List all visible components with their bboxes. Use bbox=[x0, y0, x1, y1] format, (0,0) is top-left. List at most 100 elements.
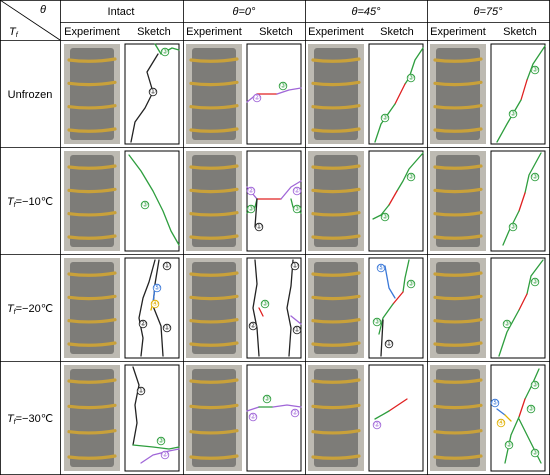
sub-header-experiment: Experiment bbox=[64, 26, 120, 38]
crack-line bbox=[140, 448, 180, 464]
crack-line bbox=[272, 404, 302, 408]
crack-marker: ③ bbox=[530, 173, 540, 182]
specimen-photo bbox=[308, 258, 364, 358]
svg-text:③: ③ bbox=[248, 205, 254, 213]
sub-header-experiment: Experiment bbox=[308, 26, 364, 38]
crack-line bbox=[384, 265, 396, 299]
crack-marker: ③ bbox=[380, 213, 390, 222]
crack-line bbox=[388, 190, 398, 206]
svg-text:③: ③ bbox=[382, 114, 388, 122]
svg-text:③: ③ bbox=[504, 320, 510, 328]
crack-marker: ① bbox=[254, 223, 264, 232]
crack-line bbox=[380, 319, 384, 357]
specimen-photo bbox=[64, 258, 120, 358]
specimen-photo bbox=[308, 365, 364, 471]
sub-header-experiment: Experiment bbox=[186, 26, 242, 38]
crack-line bbox=[252, 259, 260, 357]
sketch-box bbox=[368, 257, 424, 359]
specimen-photo bbox=[430, 151, 486, 251]
crack-line bbox=[396, 152, 424, 192]
svg-text:①: ① bbox=[164, 262, 170, 270]
row-label-tf-minus-10: Tf=−10℃ bbox=[7, 196, 53, 209]
sub-header-sketch: Sketch bbox=[259, 26, 293, 38]
svg-text:③: ③ bbox=[510, 223, 516, 231]
crack-line bbox=[392, 291, 404, 305]
svg-text:③: ③ bbox=[382, 213, 388, 221]
crack-marker: ② bbox=[252, 94, 262, 103]
svg-text:③: ③ bbox=[528, 405, 534, 413]
crack-line bbox=[496, 99, 522, 143]
svg-text:③: ③ bbox=[532, 173, 538, 181]
svg-text:③: ③ bbox=[158, 437, 164, 445]
svg-text:③: ③ bbox=[532, 278, 538, 286]
group-header-theta-45: θ=45° bbox=[351, 6, 381, 18]
svg-text:①: ① bbox=[138, 387, 144, 395]
crack-line bbox=[132, 444, 180, 450]
svg-text:②: ② bbox=[292, 409, 298, 417]
sketch-box bbox=[124, 364, 180, 472]
crack-marker: ③ bbox=[140, 201, 150, 210]
svg-text:①: ① bbox=[256, 223, 262, 231]
crack-line bbox=[286, 259, 294, 357]
svg-text:②: ② bbox=[250, 322, 256, 330]
row-label-tf-minus-30: Tf=−30℃ bbox=[7, 413, 53, 426]
crack-marker: ① bbox=[162, 262, 172, 271]
specimen-photo bbox=[430, 44, 486, 144]
crack-line bbox=[374, 103, 396, 143]
svg-text:②: ② bbox=[294, 187, 300, 195]
crack-line bbox=[128, 154, 180, 246]
crack-line bbox=[524, 368, 540, 400]
specimen-photo bbox=[186, 44, 242, 144]
sketch-box bbox=[490, 257, 546, 359]
crack-line bbox=[290, 315, 302, 325]
crack-marker: ② bbox=[248, 322, 258, 331]
tf-header-label: Tf bbox=[9, 26, 19, 39]
sketch-box bbox=[246, 257, 302, 359]
svg-text:③: ③ bbox=[532, 66, 538, 74]
crack-marker: ③ bbox=[406, 280, 416, 289]
crack-line bbox=[526, 259, 544, 295]
crack-marker: ③ bbox=[508, 110, 518, 119]
experiment-photos bbox=[64, 44, 486, 471]
crack-line bbox=[246, 406, 260, 412]
svg-text:①: ① bbox=[164, 324, 170, 332]
crack-line bbox=[138, 259, 156, 357]
crack-markers: ③ ① ③ ② ③ ③ ③ ③ ③ ② ② ③ ③ ① ③ ③ ③ ③ ① ⑤ ④ ② ① ② ① ① ③ ⑤ ③ ③ ① ③ ③ ① ③ ② ② ③ ② ②… bbox=[136, 48, 540, 460]
crack-marker: ① bbox=[162, 324, 172, 333]
crack-line bbox=[372, 204, 390, 220]
crack-marker: ③ bbox=[292, 205, 302, 214]
sketch-box bbox=[490, 43, 546, 145]
svg-text:③: ③ bbox=[374, 318, 380, 326]
crack-line bbox=[402, 259, 410, 293]
crack-marker: ① bbox=[384, 340, 394, 349]
crack-line bbox=[388, 398, 408, 412]
svg-text:③: ③ bbox=[294, 205, 300, 213]
crack-marker: ③ bbox=[530, 381, 540, 390]
crack-marker: ③ bbox=[260, 300, 270, 309]
crack-marker: ③ bbox=[372, 318, 382, 327]
svg-text:③: ③ bbox=[142, 201, 148, 209]
svg-text:③: ③ bbox=[280, 82, 286, 90]
svg-text:②: ② bbox=[250, 413, 256, 421]
crack-marker: ① bbox=[290, 262, 300, 271]
svg-text:③: ③ bbox=[264, 395, 270, 403]
crack-line bbox=[518, 192, 526, 212]
crack-marker: ④ bbox=[496, 419, 506, 428]
crack-line bbox=[394, 83, 406, 105]
crack-line bbox=[374, 410, 390, 420]
crack-line bbox=[504, 414, 512, 422]
specimen-photo bbox=[308, 151, 364, 251]
sub-header-sketch: Sketch bbox=[380, 26, 414, 38]
svg-text:②: ② bbox=[374, 421, 380, 429]
specimen-photo bbox=[430, 365, 486, 471]
svg-text:②: ② bbox=[140, 320, 146, 328]
specimen-photo bbox=[64, 365, 120, 471]
crack-line bbox=[498, 309, 520, 357]
crack-marker: ③ bbox=[246, 205, 256, 214]
crack-marker: ② bbox=[372, 421, 382, 430]
sketch-box bbox=[368, 43, 424, 145]
crack-line bbox=[524, 152, 542, 194]
crack-marker: ② bbox=[290, 409, 300, 418]
